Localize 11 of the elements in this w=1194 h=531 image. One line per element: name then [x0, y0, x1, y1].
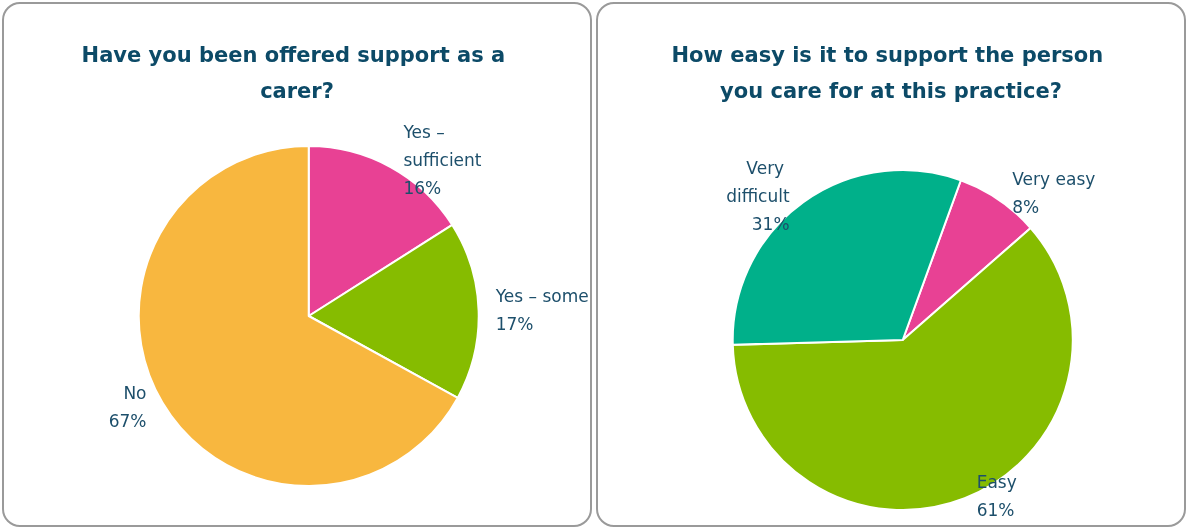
data-label: 17% — [495, 314, 534, 335]
data-label: 67% — [108, 410, 147, 431]
slice-label: Yes – some — [494, 286, 589, 307]
chart-title: How easy is it to support the person you care for at this practice? — [671, 43, 1111, 103]
slice-label: Very easy — [1012, 169, 1096, 190]
data-label: 8% — [1012, 197, 1040, 218]
data-label: 61% — [976, 500, 1015, 520]
slice-label: Very difficult — [726, 157, 790, 206]
slice-label: Yes – sufficient — [402, 122, 482, 171]
slice-label: No — [123, 382, 147, 403]
chart-title: Have you been offered support as a carer? — [81, 43, 513, 103]
